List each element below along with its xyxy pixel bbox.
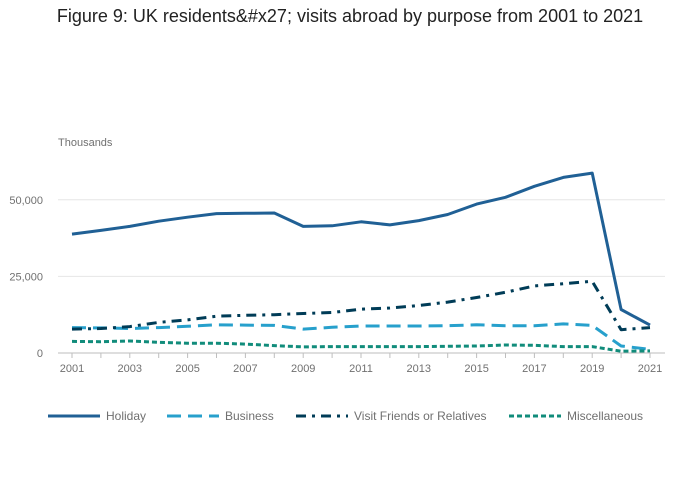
legend-label-visit-friends-or-relatives: Visit Friends or Relatives [354, 409, 487, 423]
x-tick-label: 2015 [464, 363, 488, 375]
legend-label-miscellaneous: Miscellaneous [567, 409, 643, 423]
x-tick-label: 2003 [118, 363, 142, 375]
x-axis: 2001 2003 2005 2007 2009 2011 2013 2015 2017 2019… [58, 352, 665, 375]
y-axis-ticks: 0 25,000 50,000 [9, 195, 43, 360]
x-tick-label: 2007 [233, 363, 257, 375]
x-tick-label: 2017 [522, 363, 546, 375]
chart-title: Figure 9: UK residents&#x27; visits abro… [56, 6, 644, 26]
legend-label-holiday: Holiday [106, 409, 146, 423]
y-tick-label: 50,000 [9, 195, 43, 207]
x-tick-label: 2021 [638, 363, 662, 375]
series-line-holiday [71, 171, 651, 327]
x-tick-label: 2013 [407, 363, 431, 375]
y-tick-label: 25,000 [9, 271, 43, 283]
legend-label-business: Business [225, 409, 274, 423]
x-tick-label: 2019 [580, 363, 604, 375]
series-line-business [71, 322, 651, 351]
series-line-miscellaneous [71, 339, 651, 353]
grid-lines [58, 199, 665, 277]
x-tick-label: 2005 [175, 363, 199, 375]
series-lines [71, 171, 651, 353]
y-axis-unit-label: Thousands [58, 137, 113, 149]
series-line-visit-friends-or-relatives [71, 279, 651, 332]
x-tick-label: 2011 [349, 363, 373, 375]
legend: Holiday Business Visit Friends or Relative… [48, 409, 643, 423]
y-tick-label: 0 [37, 348, 43, 360]
x-tick-label: 2001 [60, 363, 84, 375]
x-tick-label: 2009 [291, 363, 315, 375]
